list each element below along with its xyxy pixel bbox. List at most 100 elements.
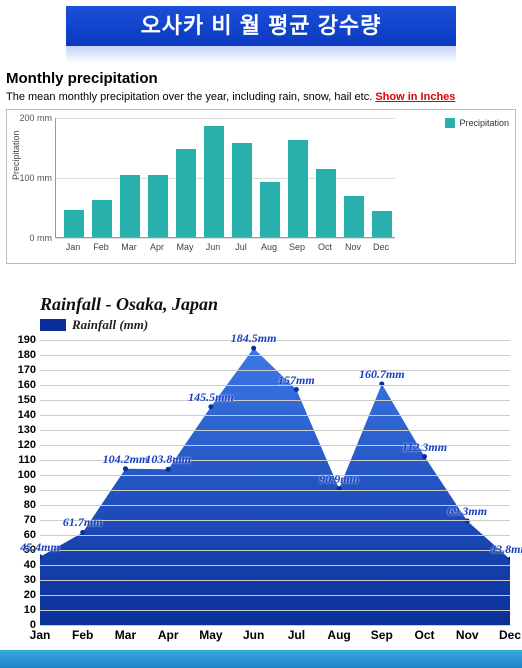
- y-tick-label: 100 mm: [14, 173, 52, 183]
- y-tick-label: 40: [10, 559, 36, 571]
- bar: [120, 175, 140, 237]
- y-tick-label: 200 mm: [14, 113, 52, 123]
- footer-bar: [0, 650, 522, 668]
- section-description: The mean monthly precipitation over the …: [6, 91, 516, 103]
- x-tick-label: Sep: [371, 628, 393, 642]
- x-tick-label: Jan: [30, 628, 51, 642]
- x-tick-label: Oct: [415, 628, 435, 642]
- bar: [344, 196, 364, 237]
- gridline: [56, 238, 395, 239]
- gridline: [40, 595, 510, 596]
- data-label: 103.8mm: [145, 452, 191, 467]
- x-tick-label: Aug: [261, 242, 277, 252]
- area-chart-svg: [40, 340, 510, 625]
- section-description-text: The mean monthly precipitation over the …: [6, 91, 372, 103]
- y-tick-label: 110: [10, 454, 36, 466]
- bar: [92, 200, 112, 237]
- bar-chart-plot: 0 mm100 mm200 mm: [55, 118, 395, 238]
- y-tick-label: 120: [10, 439, 36, 451]
- legend-label: Precipitation: [459, 118, 509, 128]
- bar: [232, 143, 252, 237]
- data-label: 45.4mm: [20, 540, 60, 555]
- data-point: [422, 454, 427, 459]
- y-tick-label: 70: [10, 514, 36, 526]
- data-point: [251, 346, 256, 351]
- bar: [316, 169, 336, 237]
- x-tick-label: Jul: [288, 628, 305, 642]
- x-tick-label: Nov: [345, 242, 361, 252]
- gridline: [40, 610, 510, 611]
- section-heading: Monthly precipitation: [6, 70, 516, 87]
- x-tick-label: Dec: [373, 242, 389, 252]
- area-chart-legend: Rainfall (mm): [40, 317, 522, 333]
- gridline: [40, 355, 510, 356]
- gridline: [40, 580, 510, 581]
- legend-label: Rainfall (mm): [72, 317, 148, 333]
- data-label: 157mm: [278, 373, 315, 388]
- area-chart: Rainfall - Osaka, Japan Rainfall (mm) 01…: [0, 288, 522, 668]
- x-tick-label: Feb: [72, 628, 93, 642]
- bar: [204, 126, 224, 237]
- y-tick-label: 10: [10, 604, 36, 616]
- gridline: [40, 625, 510, 626]
- data-label: 90.9mm: [319, 472, 359, 487]
- x-tick-label: Nov: [456, 628, 479, 642]
- x-tick-label: Aug: [327, 628, 350, 642]
- gridline: [40, 550, 510, 551]
- y-tick-label: 100: [10, 469, 36, 481]
- y-tick-label: 80: [10, 499, 36, 511]
- bar: [148, 175, 168, 237]
- data-label: 184.5mm: [231, 331, 277, 346]
- data-label: 69.3mm: [447, 504, 487, 519]
- data-point: [294, 387, 299, 392]
- legend-swatch: [445, 118, 455, 128]
- gridline: [40, 430, 510, 431]
- bar-chart-legend: Precipitation: [445, 118, 509, 128]
- gridline: [56, 118, 395, 119]
- area-chart-plot: 0102030405060708090100110120130140150160…: [40, 340, 510, 625]
- y-tick-label: 90: [10, 484, 36, 496]
- bar: [176, 149, 196, 237]
- area-chart-title: Rainfall - Osaka, Japan: [40, 294, 522, 315]
- show-in-inches-link[interactable]: Show in Inches: [375, 91, 455, 103]
- x-tick-label: Apr: [158, 628, 179, 642]
- bar: [372, 211, 392, 237]
- gridline: [40, 565, 510, 566]
- gridline: [40, 370, 510, 371]
- y-tick-label: 20: [10, 589, 36, 601]
- gridline: [40, 490, 510, 491]
- title-text: 오사카 비 월 평균 강수량: [141, 13, 382, 38]
- y-tick-label: 160: [10, 379, 36, 391]
- x-tick-label: Jun: [206, 242, 221, 252]
- y-tick-label: 140: [10, 409, 36, 421]
- legend-swatch: [40, 319, 66, 331]
- data-point: [166, 467, 171, 472]
- data-label: 43.8mm: [490, 542, 522, 557]
- y-tick-label: 180: [10, 349, 36, 361]
- data-point: [208, 404, 213, 409]
- x-tick-label: Oct: [318, 242, 332, 252]
- y-tick-label: 0 mm: [14, 233, 52, 243]
- gridline: [40, 415, 510, 416]
- x-tick-label: Mar: [115, 628, 136, 642]
- y-tick-label: 30: [10, 574, 36, 586]
- x-tick-label: Feb: [93, 242, 109, 252]
- x-tick-label: Apr: [150, 242, 164, 252]
- data-label: 104.2mm: [103, 452, 149, 467]
- data-label: 61.7mm: [63, 515, 103, 530]
- y-tick-label: 150: [10, 394, 36, 406]
- y-tick-label: 130: [10, 424, 36, 436]
- area-fill: [40, 348, 510, 625]
- x-tick-label: Mar: [121, 242, 137, 252]
- x-tick-label: May: [176, 242, 193, 252]
- data-label: 112.3mm: [402, 440, 447, 455]
- x-tick-label: Jul: [235, 242, 247, 252]
- gridline: [40, 385, 510, 386]
- x-tick-label: Jan: [66, 242, 81, 252]
- data-point: [123, 466, 128, 471]
- bar-chart: Precipitation 0 mm100 mm200 mm Precipita…: [6, 109, 516, 264]
- data-label: 160.7mm: [359, 367, 405, 382]
- x-tick-label: Sep: [289, 242, 305, 252]
- data-label: 145.5mm: [188, 390, 234, 405]
- gridline: [40, 400, 510, 401]
